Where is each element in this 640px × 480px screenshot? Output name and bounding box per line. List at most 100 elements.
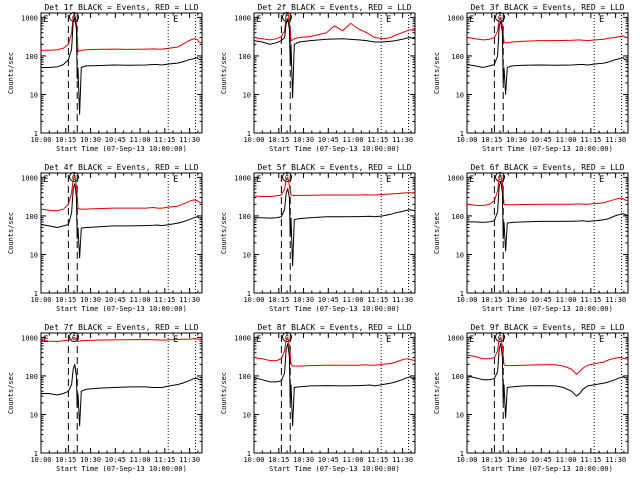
y-tick-label: 10 <box>456 411 464 419</box>
x-tick-label: 11:30 <box>179 296 200 304</box>
x-tick-label: 11:15 <box>580 136 601 144</box>
x-axis-label: Start Time (07-Sep-13 10:00:00) <box>56 465 187 473</box>
peak-circle-label: C <box>285 14 289 22</box>
marker-e-left: E <box>256 15 261 25</box>
plot-frame <box>253 12 416 134</box>
x-tick-label: 11:15 <box>580 456 601 464</box>
panel-det-1f: Det 1f BLACK = Events, RED = LLD 1 10 100 10… <box>7 3 203 153</box>
y-tick-label: 1000 <box>234 334 251 342</box>
x-tick-label: 10:30 <box>80 456 101 464</box>
x-tick-label: 10:30 <box>506 456 527 464</box>
x-tick-label: 11:00 <box>130 136 151 144</box>
y-tick-label: 10 <box>243 411 251 419</box>
x-tick-label: 10:15 <box>55 456 76 464</box>
x-tick-label: 10:15 <box>268 136 289 144</box>
panel-det-7f: Det 7f BLACK = Events, RED = LLD 1 10 100 10… <box>7 323 203 473</box>
y-tick-label: 100 <box>238 213 251 221</box>
plot-frame <box>40 172 203 294</box>
y-tick-label: 100 <box>25 53 38 61</box>
marker-e-left: E <box>43 335 48 345</box>
y-tick-label: 1000 <box>21 14 38 22</box>
peak-circle-marker <box>282 332 293 342</box>
x-tick-label: 11:15 <box>580 296 601 304</box>
x-tick-label: 10:00 <box>30 456 51 464</box>
x-tick-label: 11:15 <box>154 136 175 144</box>
peak-circle-marker <box>69 332 80 342</box>
marker-e-right: E <box>599 15 604 25</box>
panel-title: Det 5f BLACK = Events, RED = LLD <box>257 163 411 172</box>
x-tick-label: 10:45 <box>318 136 339 144</box>
marker-e-right: E <box>386 15 391 25</box>
x-tick-label: 10:30 <box>506 136 527 144</box>
y-tick-label: 10 <box>243 91 251 99</box>
x-tick-label: 10:15 <box>481 296 502 304</box>
y-tick-label: 10 <box>456 91 464 99</box>
marker-e-left: E <box>469 15 474 25</box>
y-tick-label: 100 <box>451 53 464 61</box>
marker-e-left: E <box>469 335 474 345</box>
x-tick-label: 10:45 <box>318 296 339 304</box>
panel-title: Det 2f BLACK = Events, RED = LLD <box>257 3 411 12</box>
series-lld-line <box>254 176 415 197</box>
x-axis-label: Start Time (07-Sep-13 10:00:00) <box>269 305 400 313</box>
series-events-line <box>467 20 628 95</box>
marker-e-left: E <box>469 175 474 185</box>
series-events-line <box>41 364 202 427</box>
series-lld-line <box>254 336 415 367</box>
marker-e-right: E <box>599 175 604 185</box>
y-axis-label: Counts/sec <box>433 372 441 414</box>
x-tick-label: 11:30 <box>392 296 413 304</box>
panel-det-3f: Det 3f BLACK = Events, RED = LLD 1 10 100 10… <box>433 3 629 153</box>
plot-frame <box>253 332 416 454</box>
series-lld-line <box>467 16 628 44</box>
panel-title: Det 9f BLACK = Events, RED = LLD <box>470 323 624 332</box>
series-events-line <box>467 343 628 419</box>
x-tick-label: 11:15 <box>154 296 175 304</box>
x-tick-label: 10:00 <box>243 136 264 144</box>
y-tick-label: 10 <box>30 411 38 419</box>
panel-title: Det 8f BLACK = Events, RED = LLD <box>257 323 411 332</box>
marker-e-right: E <box>173 175 178 185</box>
marker-e-left: E <box>43 15 48 25</box>
marker-e-right: E <box>386 335 391 345</box>
y-axis-label: Counts/sec <box>7 372 15 414</box>
y-tick-label: 1000 <box>447 14 464 22</box>
panel-det-5f: Det 5f BLACK = Events, RED = LLD 1 10 100 10… <box>220 163 416 313</box>
series-lld-line <box>254 13 415 42</box>
x-tick-label: 10:15 <box>481 456 502 464</box>
peak-circle-marker <box>282 172 293 182</box>
y-axis-label: Counts/sec <box>220 212 228 254</box>
y-tick-label: 1 <box>460 450 464 458</box>
x-tick-label: 10:00 <box>30 296 51 304</box>
x-tick-label: 10:30 <box>293 136 314 144</box>
x-tick-label: 10:45 <box>531 296 552 304</box>
y-axis-label: Counts/sec <box>7 52 15 94</box>
series-events-line <box>467 180 628 252</box>
panel-title: Det 4f BLACK = Events, RED = LLD <box>44 163 198 172</box>
x-tick-label: 10:30 <box>80 136 101 144</box>
series-lld-line <box>467 174 628 207</box>
x-tick-label: 10:15 <box>481 136 502 144</box>
x-tick-label: 11:30 <box>179 456 200 464</box>
x-axis-label: Start Time (07-Sep-13 10:00:00) <box>56 145 187 153</box>
plot-frame <box>40 12 203 134</box>
y-tick-label: 1000 <box>234 14 251 22</box>
plot-frame <box>466 172 629 294</box>
y-axis-label: Counts/sec <box>220 372 228 414</box>
y-tick-label: 100 <box>238 373 251 381</box>
peak-circle-label: C <box>498 174 502 182</box>
x-tick-label: 11:00 <box>343 136 364 144</box>
series-lld-line <box>467 336 628 375</box>
panel-det-4f: Det 4f BLACK = Events, RED = LLD 1 10 100 10… <box>7 163 203 313</box>
x-tick-label: 10:00 <box>243 296 264 304</box>
y-tick-label: 100 <box>25 213 38 221</box>
panel-title: Det 6f BLACK = Events, RED = LLD <box>470 163 624 172</box>
x-axis-label: Start Time (07-Sep-13 10:00:00) <box>269 145 400 153</box>
marker-e-left: E <box>43 175 48 185</box>
x-tick-label: 11:30 <box>605 296 626 304</box>
x-tick-label: 10:30 <box>80 296 101 304</box>
y-tick-label: 1 <box>460 130 464 138</box>
series-events-line <box>254 343 415 427</box>
x-tick-label: 10:45 <box>531 456 552 464</box>
